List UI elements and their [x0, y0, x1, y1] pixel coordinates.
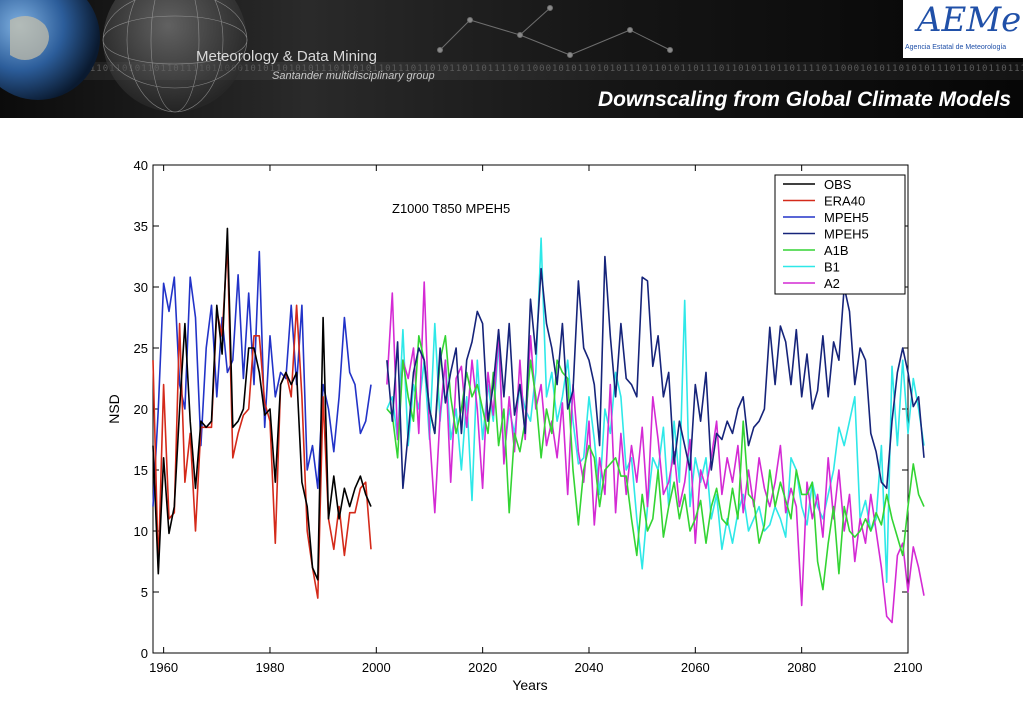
banner-binary-text: 0111011010110111011010110110111101100010… [0, 64, 1023, 74]
group-name: Meteorology & Data Mining [196, 48, 377, 65]
legend-label: MPEH5 [824, 210, 869, 225]
y-tick-label: 10 [134, 524, 148, 539]
y-tick-label: 5 [141, 585, 148, 600]
legend-label: ERA40 [824, 194, 865, 209]
series-line-mpeh5-3 [386, 255, 925, 490]
legend-label: A1B [824, 243, 849, 258]
slide-title: Downscaling from Global Climate Models [597, 88, 1011, 111]
y-tick-label: 0 [141, 646, 148, 661]
x-tick-label: 2100 [894, 660, 923, 675]
x-tick-label: 2080 [787, 660, 816, 675]
y-axis-label: NSD [106, 394, 122, 424]
banner-stripe [0, 62, 1023, 80]
series-line-a1b-4 [386, 335, 925, 591]
grid-globe [103, 0, 247, 112]
x-tick-label: 1980 [256, 660, 285, 675]
y-tick-label: 30 [134, 280, 148, 295]
legend-label: OBS [824, 177, 852, 192]
y-tick-label: 15 [134, 463, 148, 478]
series-line-b1-5 [386, 237, 925, 584]
series-lines [152, 227, 925, 624]
logo-caption: Agencia Estatal de Meteorología [905, 44, 1007, 51]
group-subtitle: Santander multidisciplinary group [272, 70, 435, 82]
logo-mark: AEMet [917, 0, 1023, 40]
series-line-mpeh5-2 [152, 250, 372, 507]
legend-box [774, 174, 906, 295]
y-tick-label: 35 [134, 219, 148, 234]
x-axis-label: Years [512, 677, 547, 693]
banner-network-graphic [437, 5, 673, 58]
series-line-era40-1 [152, 243, 372, 599]
earth-landmass [10, 16, 49, 60]
x-tick-label: 2000 [362, 660, 391, 675]
y-tick-label: 40 [134, 158, 148, 173]
legend-label: MPEH5 [824, 227, 869, 242]
legend-label: A2 [824, 276, 840, 291]
legend-label: B1 [824, 260, 840, 275]
y-tick-label: 20 [134, 402, 148, 417]
x-tick-label: 2040 [575, 660, 604, 675]
nsd-line-chart: 0 5 10 15 20 25 30 35 40 1960 1980 2000 2020 2040 206… [106, 158, 925, 693]
banner-globe-graphics [0, 0, 248, 113]
series-line-obs-0 [152, 227, 372, 581]
y-axis: 0 5 10 15 20 25 30 35 40 [134, 158, 908, 661]
x-tick-label: 2060 [681, 660, 710, 675]
x-tick-label: 1960 [149, 660, 178, 675]
header-banner: 0111011010110111011010110110111101100010… [0, 0, 1023, 118]
chart-title: Z1000 T850 MPEH5 [392, 201, 510, 216]
x-tick-label: 2020 [468, 660, 497, 675]
x-axis: 1960 1980 2000 2020 2040 2060 2080 2100 [149, 165, 922, 675]
y-tick-label: 25 [134, 341, 148, 356]
aemet-logo: AEMet Agencia Estatal de Meteorología [903, 0, 1023, 58]
